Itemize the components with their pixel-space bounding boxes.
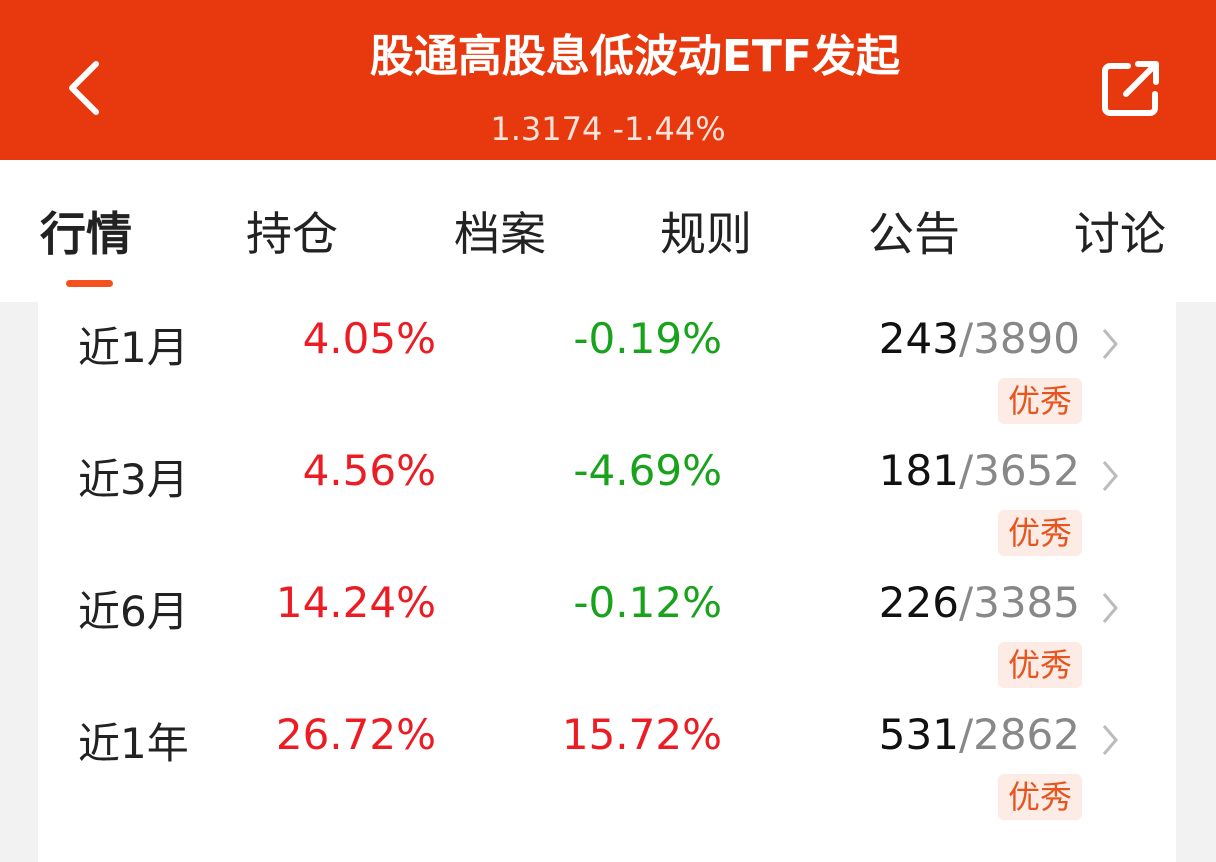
tab-indicator — [66, 280, 113, 287]
return: 26.72% — [275, 710, 436, 759]
rating-badge: 优秀 — [998, 774, 1082, 820]
benchmark-return: -0.19% — [573, 314, 722, 363]
tab[interactable]: 行情 — [40, 207, 132, 261]
title-box: 股通高股息低波动ETF发起 — [286, 18, 926, 78]
subtitle: 1.3174 -1.44% — [490, 110, 726, 148]
tab[interactable]: 讨论 — [1074, 207, 1166, 261]
chevron[interactable] — [1098, 720, 1122, 760]
title: 股通高股息低波动ETF发起 — [369, 31, 900, 78]
tab[interactable]: 规则 — [660, 207, 752, 261]
benchmark-return: -0.12% — [573, 578, 722, 627]
period: 近1年 — [78, 719, 189, 768]
rank-total: /2862 — [958, 710, 1080, 759]
tab[interactable]: 公告 — [868, 207, 960, 261]
tab[interactable]: 档案 — [454, 207, 546, 261]
rating-badge: 优秀 — [998, 378, 1082, 424]
rank-value: 243 — [878, 314, 959, 363]
rank[interactable]: 181/3652 — [879, 446, 1080, 495]
tab[interactable]: 持仓 — [246, 207, 338, 261]
chevron[interactable] — [1098, 588, 1122, 628]
chevron[interactable] — [1098, 324, 1122, 364]
benchmark-return: -4.69% — [573, 446, 722, 495]
rank[interactable]: 531/2862 — [879, 710, 1080, 759]
rank-total: /3890 — [958, 314, 1080, 363]
rank-total: /3385 — [958, 578, 1080, 627]
chevron[interactable] — [1098, 456, 1122, 496]
return: 14.24% — [275, 578, 436, 627]
tab-bar: 行情 持仓 档案 规则 公告 讨论 — [0, 160, 1216, 302]
rating-badge: 优秀 — [998, 642, 1082, 688]
benchmark-return: 15.72% — [561, 710, 722, 759]
rating-badge: 优秀 — [998, 510, 1082, 556]
rank-value: 181 — [878, 446, 959, 495]
header: 股通高股息低波动ETF发起 1.3174 -1.44% — [0, 0, 1216, 160]
rank-total: /3652 — [958, 446, 1080, 495]
share-button[interactable] — [1100, 58, 1166, 120]
rank[interactable]: 226/3385 — [879, 578, 1080, 627]
rank-value: 531 — [878, 710, 959, 759]
rank-value: 226 — [878, 578, 959, 627]
back-button[interactable] — [60, 58, 110, 118]
return: 4.56% — [302, 446, 436, 495]
period: 近1月 — [78, 323, 189, 372]
rank[interactable]: 243/3890 — [879, 314, 1080, 363]
period: 近6月 — [78, 587, 189, 636]
performance-card: 近1月 4.05% -0.19% 243/3890 优秀 近3月 4.56% -4.69% 18… — [38, 302, 1176, 862]
period: 近3月 — [78, 455, 189, 504]
return: 4.05% — [302, 314, 436, 363]
